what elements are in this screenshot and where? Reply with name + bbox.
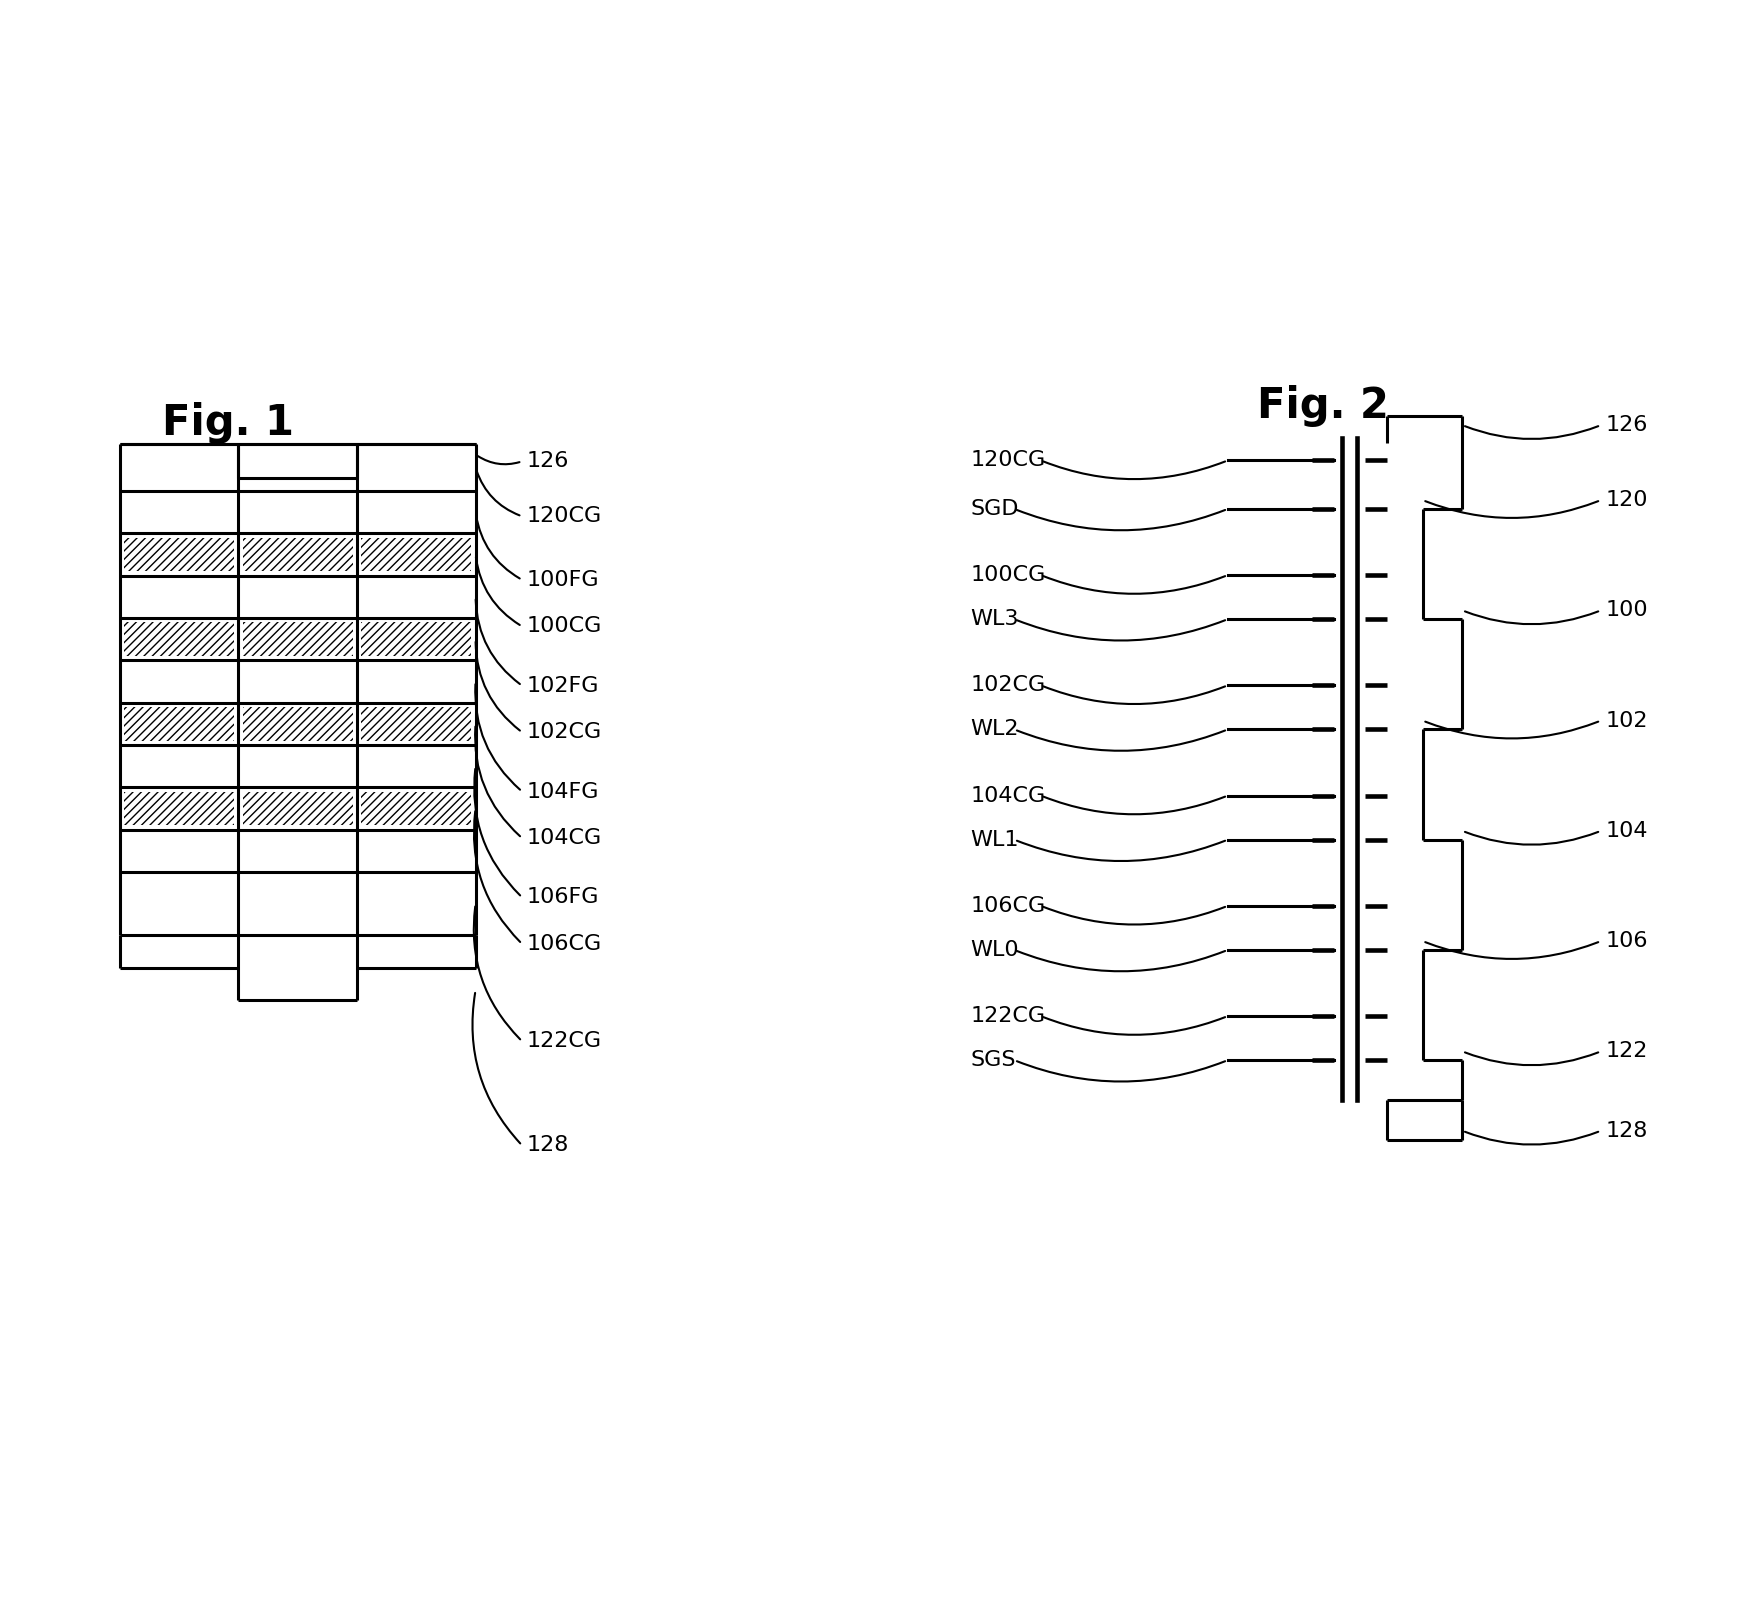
Text: 122CG: 122CG xyxy=(526,1032,602,1051)
Text: 104: 104 xyxy=(1605,821,1648,842)
Text: 126: 126 xyxy=(526,451,568,472)
Text: WL3: WL3 xyxy=(970,610,1018,629)
Bar xyxy=(362,538,471,571)
Bar xyxy=(243,792,353,826)
Bar xyxy=(362,622,471,656)
Text: 102CG: 102CG xyxy=(970,675,1046,696)
Text: 126: 126 xyxy=(1605,414,1648,435)
Text: WL0: WL0 xyxy=(970,939,1020,960)
Text: 104CG: 104CG xyxy=(526,829,602,848)
Text: 102: 102 xyxy=(1605,710,1648,731)
Text: 120CG: 120CG xyxy=(970,451,1046,470)
Text: WL1: WL1 xyxy=(970,830,1018,850)
Text: SGD: SGD xyxy=(970,499,1018,518)
Bar xyxy=(362,707,471,741)
Text: Fig. 2: Fig. 2 xyxy=(1258,386,1388,427)
Text: 106CG: 106CG xyxy=(970,896,1046,915)
Text: 122CG: 122CG xyxy=(970,1006,1046,1026)
Text: 104CG: 104CG xyxy=(970,786,1046,805)
Bar xyxy=(243,622,353,656)
Text: 104FG: 104FG xyxy=(526,781,598,802)
Text: Fig. 1: Fig. 1 xyxy=(162,402,295,445)
Bar xyxy=(362,792,471,826)
Text: 100FG: 100FG xyxy=(526,570,600,590)
Text: 100CG: 100CG xyxy=(526,616,602,637)
Bar xyxy=(243,538,353,571)
Text: 106CG: 106CG xyxy=(526,934,602,954)
Bar xyxy=(123,792,235,826)
Text: 120CG: 120CG xyxy=(526,506,602,526)
Text: SGS: SGS xyxy=(970,1050,1016,1070)
Bar xyxy=(123,622,235,656)
Text: 120: 120 xyxy=(1605,490,1648,510)
Bar xyxy=(243,707,353,741)
Text: 128: 128 xyxy=(1605,1120,1648,1141)
Text: 122: 122 xyxy=(1605,1042,1648,1061)
Bar xyxy=(123,538,235,571)
Text: 106FG: 106FG xyxy=(526,888,598,907)
Text: 102CG: 102CG xyxy=(526,722,602,742)
Text: 128: 128 xyxy=(526,1136,568,1155)
Bar xyxy=(123,707,235,741)
Text: WL2: WL2 xyxy=(970,720,1018,739)
Text: 106: 106 xyxy=(1605,931,1648,950)
Text: 100: 100 xyxy=(1605,600,1648,621)
Text: 102FG: 102FG xyxy=(526,675,598,696)
Text: 100CG: 100CG xyxy=(970,565,1046,586)
